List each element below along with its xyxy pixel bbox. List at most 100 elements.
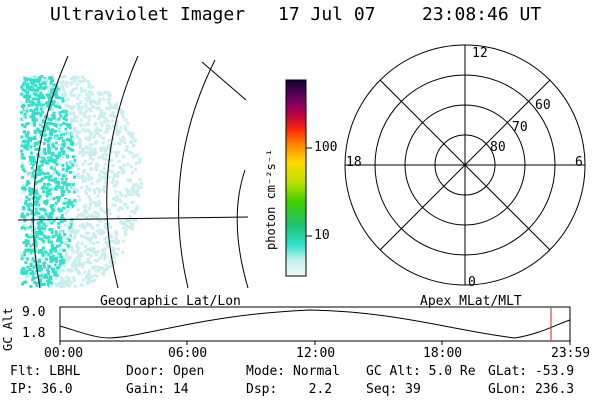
aurora-pixel bbox=[51, 207, 55, 211]
aurora-pixel bbox=[45, 93, 49, 97]
aurora-pixel bbox=[92, 114, 96, 118]
aurora-pixel bbox=[21, 187, 25, 191]
aurora-pixel bbox=[42, 142, 46, 146]
aurora-pixel bbox=[99, 218, 103, 222]
aurora-pixel bbox=[104, 149, 107, 153]
aurora-pixel bbox=[90, 215, 94, 219]
aurora-pixel bbox=[84, 244, 88, 248]
aurora-pixel bbox=[29, 109, 33, 113]
aurora-pixel bbox=[37, 226, 40, 230]
aurora-pixel bbox=[56, 88, 60, 92]
aurora-pixel bbox=[24, 139, 28, 143]
aurora-pixel bbox=[83, 169, 86, 172]
aurora-pixel bbox=[85, 231, 89, 235]
aurora-pixel bbox=[130, 200, 134, 204]
aurora-pixel bbox=[87, 278, 90, 282]
aurora-pixel bbox=[34, 97, 38, 101]
aurora-pixel bbox=[69, 280, 73, 284]
aurora-pixel bbox=[35, 247, 39, 251]
aurora-pixel bbox=[57, 225, 61, 229]
aurora-pixel bbox=[38, 268, 41, 272]
aurora-pixel bbox=[70, 264, 74, 268]
aurora-pixel bbox=[29, 222, 33, 226]
aurora-pixel bbox=[20, 144, 24, 148]
aurora-pixel bbox=[46, 190, 49, 194]
aurora-pixel bbox=[98, 173, 101, 177]
aurora-pixel bbox=[31, 101, 35, 104]
aurora-pixel bbox=[82, 114, 86, 118]
aurora-pixel bbox=[58, 209, 62, 213]
date-label: 17 Jul 07 bbox=[278, 4, 376, 25]
aurora-pixel bbox=[69, 91, 73, 95]
aurora-pixel bbox=[85, 146, 89, 150]
aurora-pixel bbox=[77, 176, 81, 180]
aurora-pixel bbox=[131, 171, 134, 175]
aurora-pixel bbox=[25, 96, 29, 100]
aurora-pixel bbox=[51, 102, 55, 106]
aurora-pixel bbox=[79, 150, 83, 154]
aurora-pixel bbox=[71, 142, 75, 146]
aurora-pixel bbox=[82, 78, 86, 82]
aurora-pixel bbox=[103, 90, 107, 94]
aurora-pixel bbox=[133, 154, 137, 158]
aurora-pixel bbox=[32, 110, 36, 114]
aurora-pixel bbox=[62, 132, 66, 136]
aurora-pixel bbox=[51, 178, 55, 182]
aurora-pixel bbox=[35, 200, 39, 204]
aurora-pixel bbox=[46, 172, 50, 175]
aurora-pixel bbox=[52, 116, 56, 120]
aurora-pixel bbox=[34, 161, 38, 164]
aurora-pixel bbox=[71, 204, 75, 208]
aurora-pixel bbox=[30, 75, 34, 79]
aurora-pixel bbox=[95, 265, 99, 269]
aurora-pixel bbox=[24, 261, 28, 265]
aurora-pixel bbox=[20, 215, 24, 218]
aurora-pixel bbox=[24, 202, 28, 205]
aurora-pixel bbox=[33, 135, 37, 139]
aurora-pixel bbox=[51, 130, 55, 134]
aurora-pixel bbox=[115, 129, 119, 133]
aurora-pixel bbox=[121, 155, 125, 159]
aurora-pixel bbox=[38, 94, 42, 98]
aurora-pixel bbox=[54, 116, 58, 120]
aurora-pixel bbox=[102, 251, 106, 255]
aurora-pixel bbox=[56, 137, 60, 141]
aurora-pixel bbox=[42, 216, 45, 220]
aurora-pixel bbox=[55, 260, 58, 263]
aurora-pixel bbox=[102, 231, 106, 234]
seq-param: Seq: 39 bbox=[366, 382, 421, 397]
aurora-pixel bbox=[85, 109, 89, 113]
aurora-pixel bbox=[40, 110, 44, 114]
aurora-pixel bbox=[89, 154, 92, 158]
aurora-pixel bbox=[46, 192, 50, 196]
aurora-pixel bbox=[49, 122, 53, 126]
aurora-pixel bbox=[89, 167, 93, 170]
aurora-pixel bbox=[47, 86, 51, 90]
aurora-pixel bbox=[54, 169, 58, 173]
aurora-pixel bbox=[115, 230, 119, 234]
aurora-pixel bbox=[95, 102, 99, 106]
aurora-pixel bbox=[96, 224, 100, 228]
aurora-pixel bbox=[111, 246, 115, 250]
aurora-pixel bbox=[59, 147, 63, 151]
aurora-pixel bbox=[29, 115, 33, 119]
aurora-pixel bbox=[93, 148, 96, 151]
aurora-pixel bbox=[120, 139, 124, 143]
aurora-pixel bbox=[70, 160, 74, 163]
aurora-pixel bbox=[110, 170, 114, 174]
polar-label-12: 12 bbox=[472, 46, 488, 61]
aurora-pixel bbox=[37, 140, 41, 144]
aurora-pixel bbox=[22, 207, 26, 211]
aurora-pixel bbox=[47, 282, 51, 286]
aurora-pixel bbox=[54, 201, 58, 205]
aurora-pixel bbox=[101, 187, 105, 191]
aurora-pixel bbox=[98, 135, 102, 138]
aurora-pixel bbox=[59, 239, 62, 243]
aurora-pixel bbox=[91, 234, 95, 238]
aurora-pixel bbox=[88, 130, 91, 134]
aurora-pixel bbox=[47, 136, 51, 140]
aurora-pixel bbox=[94, 201, 97, 205]
mode-param: Mode: Normal bbox=[246, 364, 340, 379]
aurora-pixel bbox=[77, 195, 81, 198]
aurora-pixel bbox=[49, 257, 53, 261]
